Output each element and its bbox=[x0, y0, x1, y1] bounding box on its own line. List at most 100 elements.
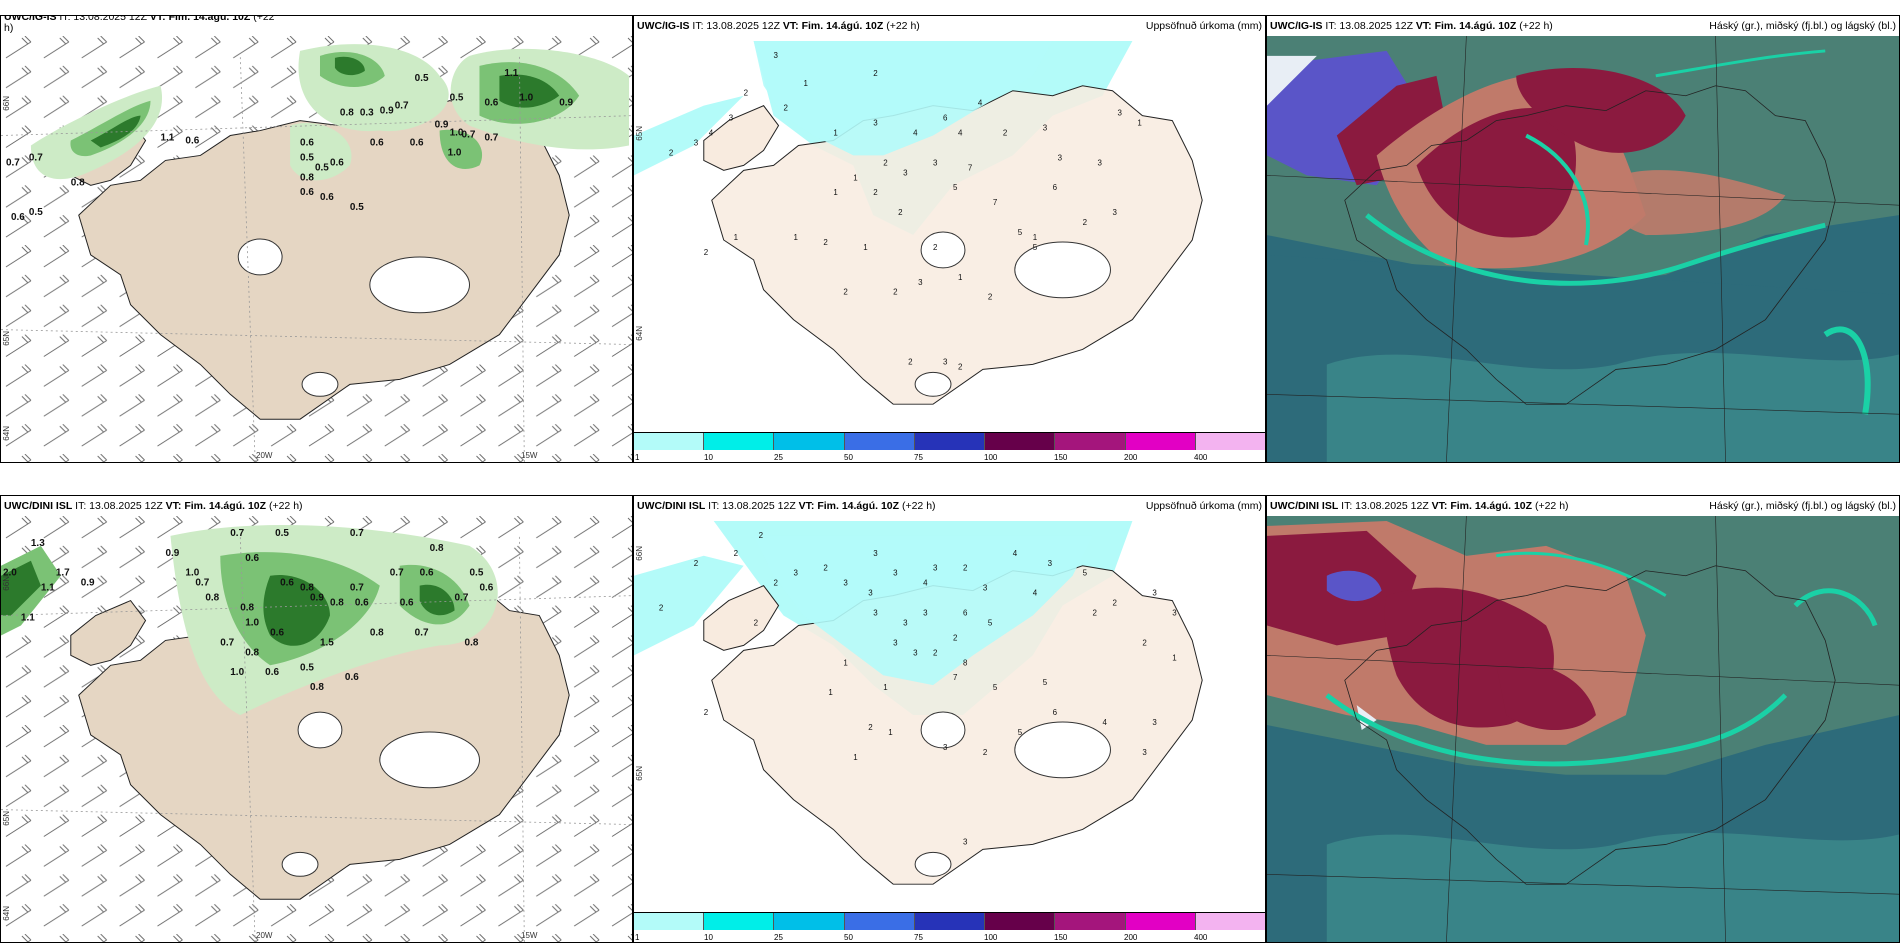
precip-label: 3 bbox=[1098, 158, 1103, 167]
precip-label: 2 bbox=[774, 579, 779, 588]
precip-label: 1.3 bbox=[31, 538, 45, 549]
model-name: UWC/IG-IS bbox=[637, 20, 690, 32]
panel-dini-clouds: UWC/DINI ISL IT: 13.08.2025 12Z VT: Fim.… bbox=[1266, 495, 1900, 943]
precip-label: 0.8 bbox=[340, 108, 354, 119]
colorbar-swatch bbox=[844, 433, 915, 450]
lon-label: 15W bbox=[521, 931, 538, 940]
cloud-cover-map[interactable] bbox=[1267, 516, 1899, 942]
panel-header: UWC/IG-IS IT: 13.08.2025 12Z VT: Fim. 14… bbox=[1267, 16, 1899, 36]
precip-label: 1 bbox=[853, 173, 858, 182]
valid-time: VT: Fim. 14.ágú. 10Z bbox=[798, 500, 900, 512]
precip-label: 0.7 bbox=[350, 528, 364, 539]
valid-time: VT: Fim. 14.ágú. 10Z bbox=[1431, 500, 1533, 512]
precip-label: 0.7 bbox=[220, 637, 234, 648]
colorbar-swatch bbox=[704, 433, 775, 450]
colorbar-tick: 400 bbox=[1194, 453, 1208, 462]
precip-label: 1 bbox=[1033, 233, 1038, 242]
colorbar-tick: 1 bbox=[635, 933, 640, 942]
colorbar-swatch bbox=[704, 913, 775, 930]
iceland-landmass bbox=[78, 100, 570, 420]
precip-label: 1.0 bbox=[185, 568, 199, 579]
precip-label: 2 bbox=[893, 288, 898, 297]
precip-label: 2 bbox=[659, 604, 664, 613]
precip-label: 3 bbox=[983, 584, 988, 593]
precip-label: 2 bbox=[843, 288, 848, 297]
precip-label: 0.5 bbox=[350, 202, 364, 213]
precip-label: 3 bbox=[893, 569, 898, 578]
precip-label: 2 bbox=[873, 188, 878, 197]
map-svg bbox=[1267, 36, 1899, 462]
precip-label: 3 bbox=[923, 609, 928, 618]
precip-label: 3 bbox=[913, 648, 918, 657]
lat-label: 66N bbox=[2, 576, 11, 591]
colorbar-swatch bbox=[774, 433, 845, 450]
precip-label: 3 bbox=[1142, 748, 1147, 757]
precip-label: 1.1 bbox=[160, 133, 174, 144]
precip-label: 3 bbox=[1117, 109, 1122, 118]
precip-label: 2 bbox=[754, 618, 759, 627]
precip-label: 1.0 bbox=[230, 667, 244, 678]
precip-label: 5 bbox=[1018, 728, 1023, 737]
wind-barbs-precip-map[interactable]: 0.7 0.7 0.8 0.6 0.5 1.1 0.6 0.6 0.5 0.5 … bbox=[1, 36, 632, 462]
precip-label: 0.5 bbox=[29, 207, 43, 218]
precip-label: 0.9 bbox=[559, 98, 573, 109]
model-name: UWC/DINI ISL bbox=[4, 500, 73, 512]
precip-label: 0.9 bbox=[165, 548, 179, 559]
precip-label: 1 bbox=[853, 753, 858, 762]
lead-time: (+22 h) bbox=[268, 500, 303, 512]
model-name: UWC/IG-IS bbox=[1270, 20, 1323, 32]
colorbar-tick: 1 bbox=[635, 453, 640, 462]
precip-label: 4 bbox=[923, 579, 928, 588]
lat-label: 66N bbox=[635, 546, 644, 561]
precip-label: 1 bbox=[833, 129, 838, 138]
accumulated-precip-map[interactable]: 2 2 2 2 3 2 2 3 3 3 3 4 3 2 3 4 3 5 3 3 bbox=[634, 516, 1265, 922]
colorbar-tick: 25 bbox=[774, 933, 783, 942]
precip-label: 1 bbox=[734, 233, 739, 242]
precip-label: 0.6 bbox=[265, 667, 279, 678]
colorbar-swatch bbox=[1055, 433, 1126, 450]
colorbar-tick: 75 bbox=[914, 453, 923, 462]
colorbar-tick: 10 bbox=[704, 933, 713, 942]
valid-time: VT: Fim. 14.ágú. 10Z bbox=[149, 15, 251, 23]
panel-header: UWC/DINI ISL IT: 13.08.2025 12Z VT: Fim.… bbox=[1, 496, 632, 516]
precip-label: 5 bbox=[988, 618, 993, 627]
precip-label: 0.6 bbox=[280, 578, 294, 589]
precip-label: 2 bbox=[933, 648, 938, 657]
panel-igis-accum-precip: UWC/IG-IS IT: 13.08.2025 12Z VT: Fim. 14… bbox=[633, 15, 1266, 463]
wind-barbs-precip-map[interactable]: 1.3 2.0 1.7 1.1 1.1 0.9 0.9 1.0 0.7 0.8 … bbox=[1, 516, 632, 942]
precip-label: 4 bbox=[709, 129, 714, 138]
precip-label: 0.8 bbox=[245, 647, 259, 658]
panel-igis-clouds: UWC/IG-IS IT: 13.08.2025 12Z VT: Fim. 14… bbox=[1266, 15, 1900, 463]
colorbar-tick: 200 bbox=[1124, 453, 1138, 462]
precip-label: 1 bbox=[843, 658, 848, 667]
precip-label: 6 bbox=[1053, 183, 1058, 192]
precip-label: 4 bbox=[1013, 549, 1018, 558]
init-time: IT: 13.08.2025 12Z bbox=[59, 15, 147, 23]
lat-label: 66N bbox=[2, 96, 11, 111]
precip-label: 6 bbox=[943, 114, 948, 123]
precip-label: 3 bbox=[943, 743, 948, 752]
accumulated-precip-map[interactable]: 3 2 1 2 2 3 4 1 2 3 3 4 6 4 2 3 4 3 1 2 bbox=[634, 36, 1265, 442]
map-svg bbox=[1267, 516, 1899, 942]
precip-label: 0.6 bbox=[330, 157, 344, 168]
precip-label: 0.7 bbox=[350, 583, 364, 594]
colorbar-tick: 75 bbox=[914, 933, 923, 942]
precip-label: 3 bbox=[903, 168, 908, 177]
precip-label: 2 bbox=[963, 564, 968, 573]
colorbar-swatch bbox=[844, 913, 915, 930]
panel-title: Uppsöfnuð úrkoma (mm) bbox=[1145, 20, 1262, 32]
cloud-cover-map[interactable] bbox=[1267, 36, 1899, 462]
precip-label: 3 bbox=[1112, 208, 1117, 217]
precip-label: 1 bbox=[863, 243, 868, 252]
precip-label: 1 bbox=[883, 683, 888, 692]
precip-label: 1 bbox=[828, 688, 833, 697]
precip-label: 0.8 bbox=[300, 583, 314, 594]
lead-time-wrap: h) bbox=[4, 22, 14, 34]
precip-label: 0.6 bbox=[300, 137, 314, 148]
lead-time: (+22 bbox=[253, 15, 275, 23]
panel-header: UWC/DINI ISL IT: 13.08.2025 12Z VT: Fim.… bbox=[1267, 496, 1899, 516]
colorbar-swatch bbox=[774, 913, 845, 930]
colorbar-swatch bbox=[914, 433, 986, 450]
precip-label: 3 bbox=[873, 119, 878, 128]
precip-label: 1.0 bbox=[245, 617, 259, 628]
